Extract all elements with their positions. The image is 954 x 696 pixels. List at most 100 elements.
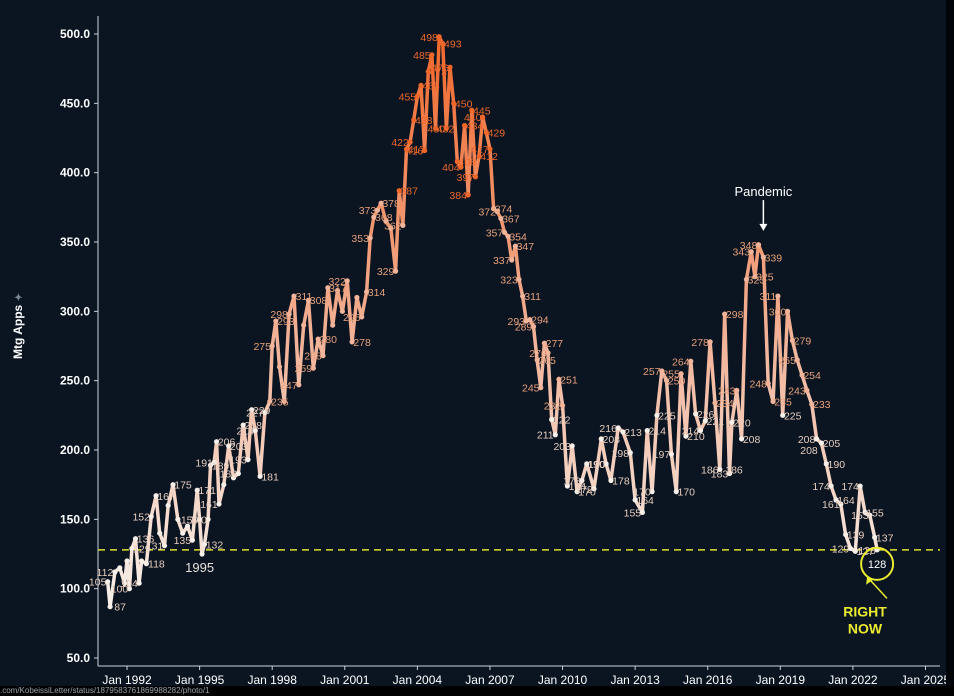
- data-label: 308: [310, 295, 328, 307]
- data-point: [124, 558, 130, 564]
- data-label: 216: [599, 423, 617, 435]
- data-point: [872, 534, 878, 540]
- data-point: [221, 482, 227, 488]
- data-point: [432, 125, 439, 131]
- data-point: [804, 387, 810, 393]
- data-label: 183: [711, 469, 729, 481]
- data-point: [447, 64, 453, 70]
- data-label: 293: [277, 316, 295, 328]
- data-point: [436, 34, 442, 40]
- data-point: [512, 243, 518, 249]
- data-label: 233: [813, 399, 831, 411]
- data-point: [334, 287, 341, 294]
- data-label: 254: [803, 370, 821, 382]
- data-label: 220: [733, 417, 751, 429]
- y-tick-label: 200.0: [60, 443, 90, 457]
- data-label: 278: [691, 337, 709, 349]
- data-label: 279: [794, 335, 812, 347]
- data-point: [180, 530, 186, 536]
- data-label: 384: [449, 190, 467, 202]
- data-label: 170: [678, 487, 696, 499]
- annotation-right-now: NOW: [848, 620, 883, 636]
- data-point: [305, 297, 312, 303]
- data-point: [487, 146, 493, 152]
- data-label: 250: [668, 376, 686, 388]
- data-label: 463: [422, 80, 440, 92]
- data-point: [852, 548, 858, 554]
- data-point: [207, 462, 214, 468]
- data-label: 208: [602, 434, 620, 446]
- data-point: [538, 385, 544, 391]
- data-point: [374, 207, 381, 213]
- data-point: [520, 293, 526, 299]
- data-label: 186: [725, 464, 743, 476]
- data-point: [344, 278, 350, 284]
- data-label: 417: [408, 144, 426, 156]
- data-label: 222: [553, 414, 571, 426]
- data-label: 245: [522, 383, 540, 395]
- data-point: [712, 400, 718, 406]
- data-point: [276, 364, 283, 370]
- data-label: 191: [195, 457, 213, 469]
- data-point: [480, 114, 486, 120]
- data-point: [388, 225, 394, 231]
- data-label: 339: [765, 252, 783, 264]
- data-label: 136: [137, 534, 155, 546]
- data-label: 434: [466, 121, 484, 133]
- data-point: [371, 214, 377, 220]
- data-label: 357: [486, 227, 504, 239]
- data-point: [161, 543, 168, 549]
- data-point: [559, 403, 566, 409]
- data-label: 378: [382, 198, 400, 210]
- y-axis-title: Mtg Apps ✦: [11, 291, 27, 361]
- data-label: 87: [114, 602, 126, 614]
- x-tick-label: Jan 2019: [756, 673, 806, 686]
- data-label: 214: [682, 426, 700, 438]
- data-point: [668, 451, 675, 457]
- data-point: [843, 531, 849, 538]
- data-label: 132: [206, 539, 224, 551]
- data-point: [857, 483, 863, 489]
- data-point: [143, 561, 149, 567]
- data-point: [564, 483, 570, 489]
- data-point: [549, 416, 555, 423]
- data-label: 129: [832, 543, 850, 555]
- data-point: [440, 41, 446, 47]
- x-tick-label: Jan 2022: [828, 673, 878, 686]
- data-label: 218: [244, 420, 262, 432]
- data-point: [400, 222, 406, 228]
- data-point: [273, 318, 279, 324]
- data-label: 235: [774, 396, 792, 408]
- data-label: 155: [624, 507, 642, 519]
- data-point: [205, 516, 211, 522]
- data-point: [422, 147, 428, 154]
- data-label: 417: [471, 144, 489, 156]
- data-point: [814, 436, 820, 442]
- data-point: [132, 536, 139, 542]
- data-point: [454, 158, 460, 165]
- data-point: [775, 293, 781, 299]
- data-point: [429, 52, 435, 58]
- data-label: 243: [788, 385, 806, 397]
- data-label: 234: [716, 398, 734, 410]
- data-point: [194, 487, 200, 493]
- data-point: [476, 153, 482, 159]
- y-tick-label: 300.0: [60, 304, 90, 318]
- data-label: 137: [876, 532, 894, 544]
- data-point: [393, 268, 399, 274]
- data-point: [726, 470, 733, 477]
- data-label: 112: [97, 567, 114, 579]
- data-label: 171: [198, 485, 216, 497]
- data-label: 408: [459, 157, 477, 169]
- x-tick-label: Jan 1995: [175, 673, 225, 686]
- data-point: [296, 382, 302, 388]
- data-point: [458, 164, 464, 170]
- data-label: 362: [384, 220, 402, 232]
- data-point: [574, 489, 580, 495]
- data-label: 293: [507, 316, 525, 328]
- data-point: [157, 530, 163, 536]
- data-point: [349, 339, 355, 345]
- data-point: [403, 146, 410, 152]
- data-point: [117, 565, 123, 571]
- data-point: [707, 339, 713, 345]
